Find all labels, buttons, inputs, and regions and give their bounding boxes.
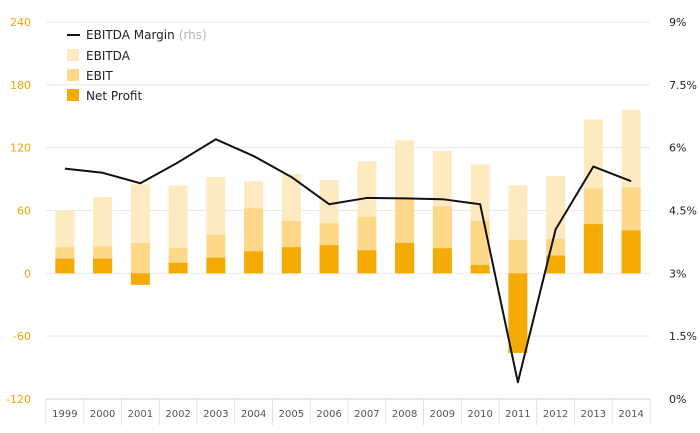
net-profit-bar	[357, 250, 377, 274]
legend-label-ebit: EBIT	[86, 69, 113, 83]
legend-label-net-profit: Net Profit	[86, 89, 142, 103]
x-tick-label: 1999	[52, 409, 77, 420]
net-profit-bar	[470, 264, 490, 274]
x-tick-label: 2000	[90, 409, 115, 420]
x-tick-label: 2012	[543, 409, 568, 420]
x-tick-label: 2010	[467, 409, 492, 420]
net-profit-bar	[621, 230, 641, 274]
net-profit-bar	[206, 257, 226, 274]
ebit-bar	[470, 220, 490, 274]
x-tick-label: 2007	[354, 409, 379, 420]
left-axis: -120 -60 0 60 120 180 240	[6, 16, 31, 406]
net-profit-bar	[583, 224, 603, 274]
legend-label-ebitda: EBITDA	[86, 49, 131, 63]
left-tick-label: -60	[13, 330, 31, 343]
right-tick-label: 7.5%	[669, 79, 697, 92]
right-tick-label: 6%	[669, 142, 686, 155]
right-tick-label: 0%	[669, 393, 686, 406]
net-profit-bar	[319, 245, 339, 274]
net-profit-bar	[130, 273, 150, 285]
x-tick-label: 2004	[241, 409, 266, 420]
left-tick-label: 120	[10, 142, 31, 155]
left-tick-label: 60	[17, 205, 31, 218]
net-profit-bar	[93, 258, 113, 274]
ebit-bar	[508, 239, 528, 274]
x-tick-label: 2013	[581, 409, 606, 420]
x-tick-label: 2002	[165, 409, 190, 420]
ebitda-margin-line	[64, 138, 632, 384]
x-tick-label: 2001	[128, 409, 153, 420]
net-profit-bar	[432, 248, 452, 274]
legend-label-ebitda-margin: EBITDA Margin	[86, 28, 175, 42]
x-tick-label: 2006	[316, 409, 341, 420]
ebit-bar	[130, 242, 150, 274]
legend-swatch-net-profit	[67, 89, 79, 101]
x-tick-label: 2005	[279, 409, 304, 420]
net-profit-bar	[55, 258, 75, 274]
net-profit-bar	[281, 247, 301, 274]
right-tick-label: 4.5%	[669, 205, 697, 218]
left-tick-label: 240	[10, 16, 31, 29]
legend: EBITDA Margin (rhs) EBITDA EBIT Net Profit	[67, 28, 207, 103]
legend-swatch-ebit	[67, 69, 79, 81]
net-profit-bar	[508, 273, 528, 353]
net-profit-bar	[546, 255, 566, 274]
left-tick-label: -120	[6, 393, 31, 406]
bar-series	[55, 109, 641, 353]
net-profit-bar	[244, 251, 264, 274]
legend-swatch-ebitda	[67, 49, 79, 61]
net-profit-bar	[395, 242, 415, 274]
x-tick-label: 2014	[618, 409, 643, 420]
x-tick-label: 2008	[392, 409, 417, 420]
right-axis: 0% 1.5% 3% 4.5% 6% 7.5% 9%	[669, 16, 697, 406]
net-profit-bar	[168, 262, 188, 274]
legend-note-rhs: (rhs)	[179, 28, 207, 42]
x-tick-label: 2003	[203, 409, 228, 420]
right-tick-label: 9%	[669, 16, 686, 29]
right-tick-label: 3%	[669, 267, 686, 280]
x-tick-label: 2009	[430, 409, 455, 420]
margin-line-series	[64, 138, 632, 384]
right-tick-label: 1.5%	[669, 330, 697, 343]
left-tick-label: 0	[24, 267, 31, 280]
x-tick-label: 2011	[505, 409, 530, 420]
left-tick-label: 180	[10, 79, 31, 92]
x-axis: 1999 2000 2001 2002 2003 2004 2005 2006 2007 2008…	[45, 398, 651, 425]
